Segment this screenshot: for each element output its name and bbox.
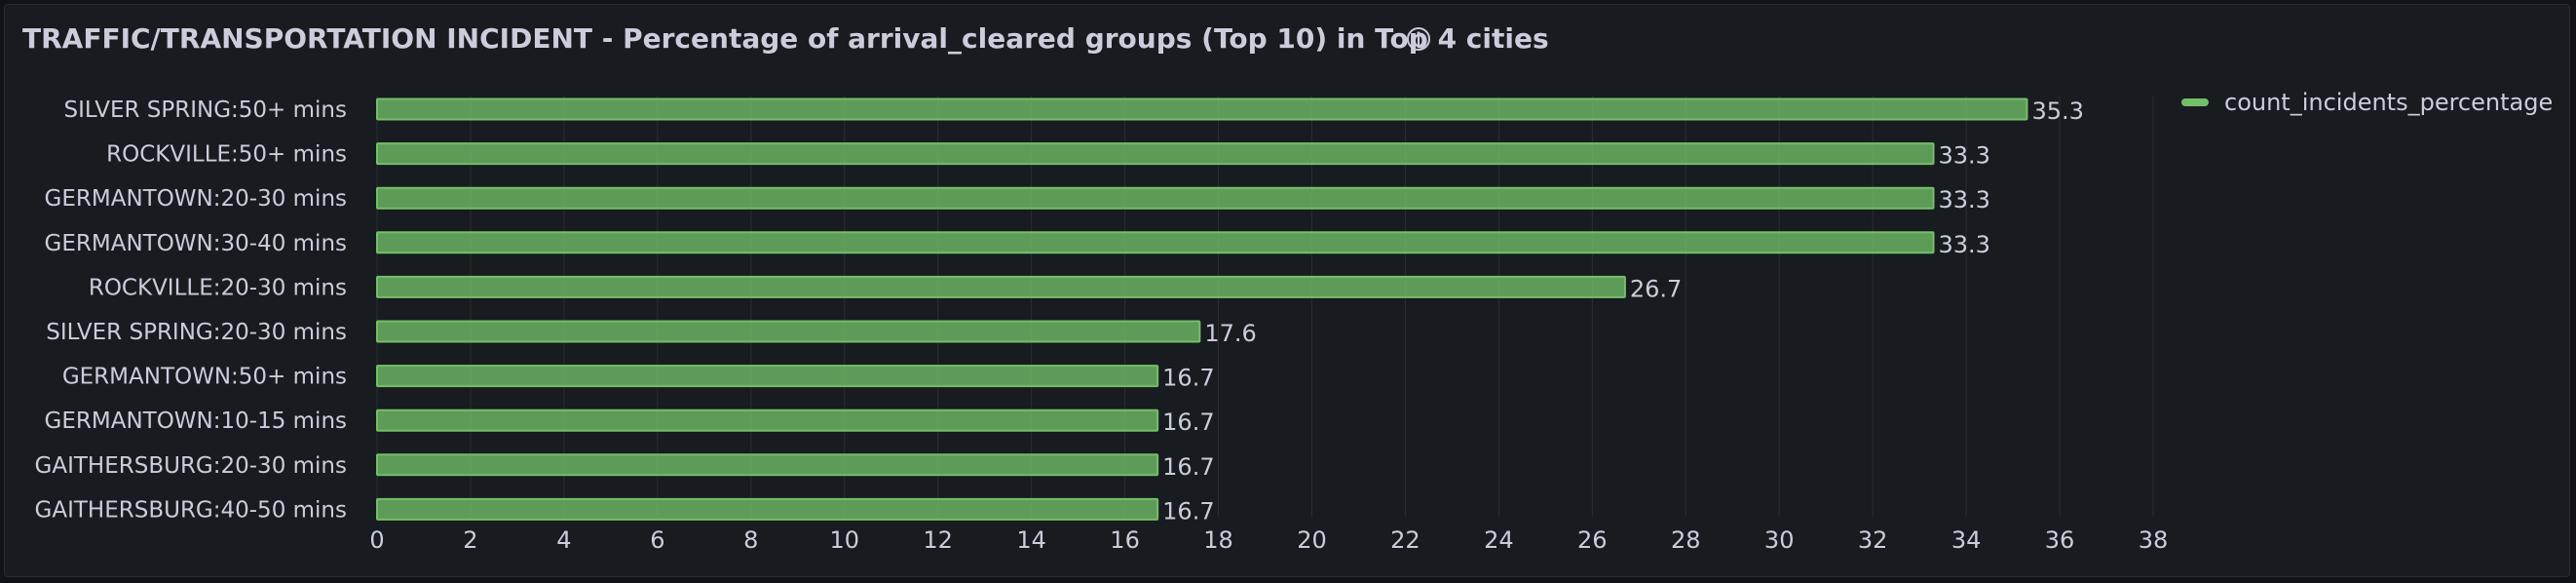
bar [376, 365, 1159, 388]
data-label: 16.7 [1162, 497, 1214, 525]
bar [376, 186, 1935, 210]
x-tick-label: 14 [1016, 526, 1046, 554]
x-tick-label: 16 [1110, 526, 1140, 554]
x-tick-label: 4 [556, 526, 571, 554]
data-label: 16.7 [1162, 453, 1214, 481]
data-label: 33.3 [1939, 142, 1990, 170]
data-label: 16.7 [1162, 408, 1214, 436]
data-label: 26.7 [1630, 275, 1682, 302]
x-tick-label: 30 [1764, 526, 1795, 554]
category-label: GERMANTOWN:30-40 mins [45, 231, 347, 256]
data-label: 16.7 [1162, 365, 1214, 392]
bar [376, 320, 1201, 343]
x-tick-label: 22 [1390, 526, 1421, 554]
x-tick-label: 34 [1951, 526, 1982, 554]
category-label: ROCKVILLE:20-30 mins [89, 275, 347, 300]
x-tick-label: 8 [743, 526, 758, 554]
info-circle-icon[interactable] [1404, 24, 1433, 54]
bar [376, 275, 1626, 298]
data-label: 35.3 [2031, 97, 2083, 125]
category-label: SILVER SPRING:20-30 mins [46, 320, 347, 345]
x-tick-label: 10 [829, 526, 859, 554]
x-tick-label: 28 [1671, 526, 1701, 554]
x-tick-label: 18 [1203, 526, 1233, 554]
legend-swatch [2181, 98, 2209, 106]
data-label: 33.3 [1939, 231, 1990, 258]
category-label: GAITHERSBURG:40-50 mins [35, 497, 347, 523]
x-tick-label: 32 [1858, 526, 1888, 554]
bar [376, 97, 2028, 121]
x-tick-label: 36 [2045, 526, 2075, 554]
bar [376, 453, 1159, 477]
x-tick-label: 2 [463, 526, 477, 554]
x-tick-label: 0 [369, 526, 384, 554]
category-label: GERMANTOWN:50+ mins [62, 365, 347, 390]
legend-label: count_incidents_percentage [2224, 89, 2554, 116]
panel-title: TRAFFIC/TRANSPORTATION INCIDENT - Percen… [22, 22, 1549, 55]
x-tick-label: 26 [1577, 526, 1608, 554]
data-label: 17.6 [1204, 320, 1256, 347]
x-tick-label: 38 [2139, 526, 2169, 554]
bar [376, 142, 1935, 166]
x-tick-label: 20 [1297, 526, 1327, 554]
category-label: ROCKVILLE:50+ mins [106, 142, 347, 168]
bar [376, 497, 1159, 521]
category-label: GERMANTOWN:10-15 mins [45, 408, 347, 434]
data-label: 33.3 [1939, 186, 1990, 214]
x-tick-label: 6 [650, 526, 664, 554]
category-label: SILVER SPRING:50+ mins [64, 97, 347, 123]
category-label: GERMANTOWN:20-30 mins [45, 186, 347, 212]
x-tick-label: 12 [923, 526, 953, 554]
bar [376, 408, 1159, 432]
category-label: GAITHERSBURG:20-30 mins [35, 453, 347, 479]
legend[interactable]: count_incidents_percentage [2181, 89, 2553, 116]
x-tick-label: 24 [1484, 526, 1514, 554]
bar [376, 231, 1935, 254]
